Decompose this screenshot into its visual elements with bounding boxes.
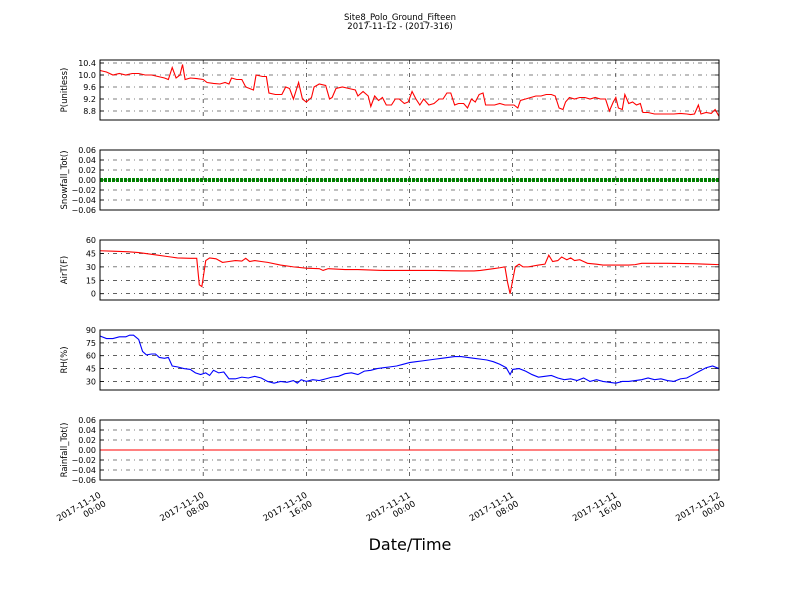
y-axis-label: AirT(F) (60, 256, 70, 284)
series-line (99, 334, 720, 384)
y-tick-label: −0.06 (71, 476, 96, 485)
y-tick-label: −0.06 (71, 206, 96, 215)
y-tick-label: 9.2 (83, 95, 96, 104)
panel-2: −0.06−0.04−0.020.000.020.040.06 Snowfall_… (60, 146, 720, 215)
y-tick-label: 30 (86, 377, 96, 386)
y-axis-label: Snowfall_Tot() (60, 150, 70, 209)
y-tick-label: 10.4 (78, 59, 96, 68)
y-axis-label: Rainfall_Tot() (60, 423, 70, 478)
y-tick-label: 0.00 (78, 446, 96, 455)
panel-1: 8.8 9.2 9.6 10.0 10.4 P(unitless) (60, 59, 720, 121)
y-axis-label: P(unitless) (60, 68, 70, 113)
y-tick-label: 9.6 (83, 83, 96, 92)
y-axis-label: RH(%) (60, 346, 70, 373)
axes-frame (99, 329, 720, 391)
y-tick-label: 0 (91, 290, 96, 299)
series-line (99, 64, 720, 117)
axes-frame (99, 149, 720, 211)
y-tick-label: 90 (86, 326, 96, 335)
axes-frame (99, 59, 720, 121)
y-tick-label: 8.8 (83, 107, 96, 116)
y-tick-label: 10.0 (78, 71, 96, 80)
y-tick-label: 0.06 (78, 416, 96, 425)
panel-4: 30 45 60 75 90 RH(%) (60, 326, 720, 391)
y-tick-label: 60 (86, 352, 96, 361)
x-axis-label: Date/Time (369, 535, 452, 554)
chart-panels: 8.89.29.610.010.4P(unitless)−0.06−0.04−0… (60, 59, 720, 485)
y-tick-label: 15 (86, 276, 96, 285)
y-tick-label: −0.02 (71, 456, 96, 465)
y-tick-label: 0.04 (78, 426, 96, 435)
y-tick-label: 75 (86, 339, 96, 348)
panel-5: −0.06−0.04−0.020.000.020.040.06 Rainfall_… (60, 416, 720, 485)
figure-title-line2: 2017-11-12 - (2017-316) (347, 22, 452, 32)
axes-frame (99, 419, 720, 481)
panel-3: 0 15 30 45 60 AirT(F) (60, 236, 720, 301)
y-tick-label: −0.04 (71, 196, 96, 205)
axes-frame (99, 239, 720, 301)
y-tick-label: 0.02 (78, 436, 96, 445)
y-tick-label: 45 (86, 249, 96, 258)
figure-title-line1: Site8_Polo_Ground_Fifteen (344, 13, 456, 23)
y-tick-label: −0.04 (71, 466, 96, 475)
y-tick-label: 0.02 (78, 166, 96, 175)
y-tick-label: 0.04 (78, 156, 96, 165)
y-tick-label: 45 (86, 365, 96, 374)
y-tick-label: 60 (86, 236, 96, 245)
y-tick-label: 30 (86, 263, 96, 272)
series-line (99, 250, 720, 294)
y-tick-label: 0.06 (78, 146, 96, 155)
y-tick-label: −0.02 (71, 186, 96, 195)
y-tick-label: 0.00 (78, 176, 96, 185)
